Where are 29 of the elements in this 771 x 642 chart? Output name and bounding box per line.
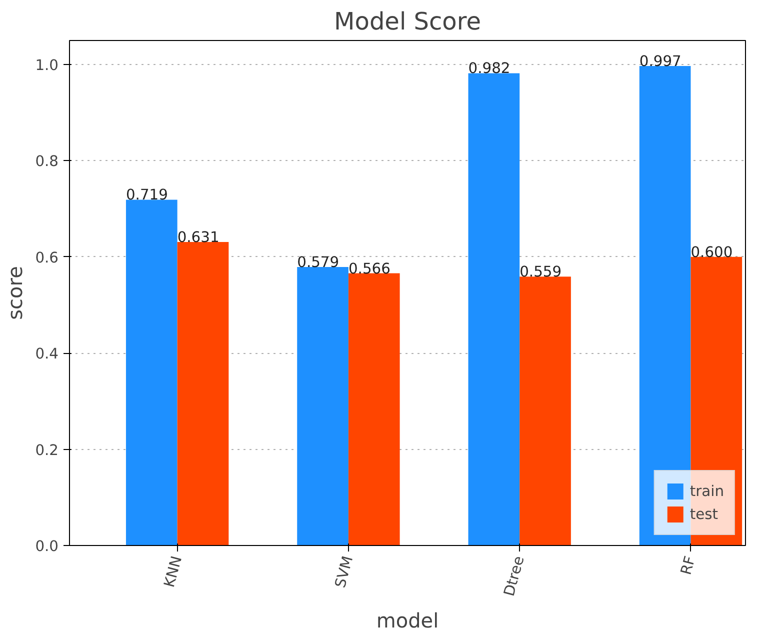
bar — [468, 73, 520, 546]
x-axis-title: model — [376, 608, 439, 632]
data-label: 0.631 — [177, 229, 220, 246]
y-tick-label: 1.0 — [35, 57, 59, 74]
y-axis-title: score — [3, 266, 28, 320]
data-label: 0.559 — [520, 264, 562, 281]
legend-label: train — [690, 482, 724, 500]
x-tick-label: SVM — [332, 554, 357, 590]
bar — [520, 276, 571, 546]
y-tick-label: 0.6 — [35, 249, 59, 266]
legend-label: test — [690, 506, 718, 522]
data-label: 0.600 — [690, 244, 733, 261]
bar — [348, 273, 400, 546]
y-tick-label: 0.8 — [35, 153, 59, 170]
data-label: 0.997 — [639, 52, 682, 70]
bar — [177, 242, 229, 546]
x-tick-label: RF — [678, 554, 699, 577]
data-label: 0.719 — [126, 186, 168, 204]
bar — [126, 200, 178, 546]
x-tick-label: KNN — [160, 554, 186, 590]
x-tick-label: Dtree — [500, 554, 528, 598]
chart-title: Model Score — [334, 8, 481, 36]
y-tick-label: 0.0 — [35, 538, 59, 555]
bar — [297, 267, 348, 546]
data-label: 0.579 — [297, 254, 340, 272]
data-label: 0.982 — [468, 60, 510, 78]
y-tick-label: 0.2 — [35, 442, 59, 459]
data-label: 0.566 — [348, 260, 390, 278]
y-tick-label: 0.4 — [35, 346, 59, 363]
